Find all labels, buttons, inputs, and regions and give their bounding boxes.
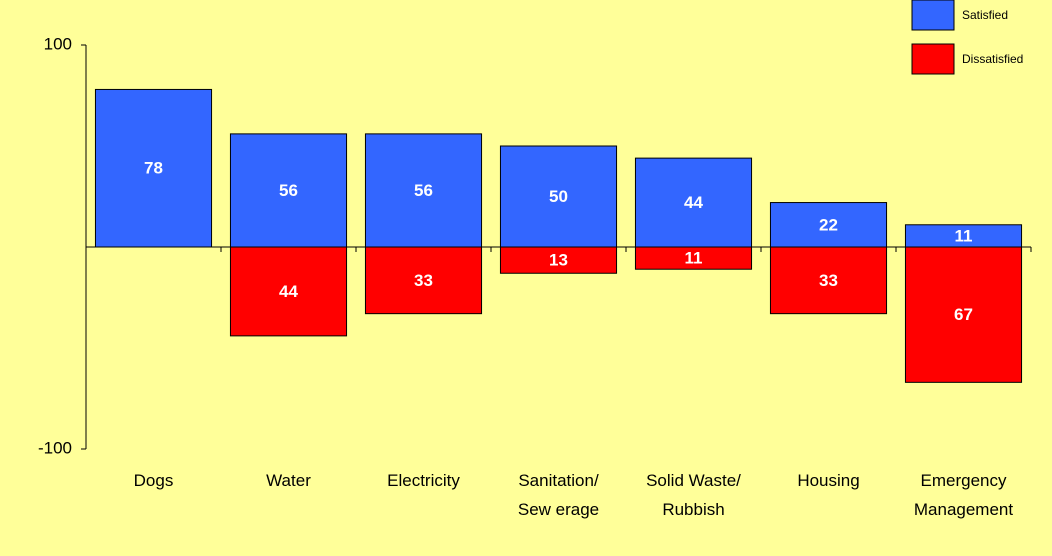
x-tick-label: Dogs bbox=[133, 471, 174, 490]
data-label: 33 bbox=[414, 271, 433, 290]
legend-swatch bbox=[911, 43, 955, 75]
data-label: 11 bbox=[955, 226, 973, 245]
bar bbox=[364, 133, 483, 248]
bar bbox=[229, 133, 348, 248]
data-label: 44 bbox=[684, 193, 703, 212]
x-tick-label: Housing bbox=[797, 471, 860, 490]
bar bbox=[769, 202, 888, 248]
data-label: 56 bbox=[279, 181, 298, 200]
data-label: 11 bbox=[685, 249, 703, 268]
bar bbox=[634, 157, 753, 248]
x-tick-label: Water bbox=[266, 471, 311, 490]
x-tick-label: Sanitation/ Sew erage bbox=[517, 471, 600, 519]
data-label: 33 bbox=[819, 271, 838, 290]
bar bbox=[499, 145, 618, 248]
x-tick-label: Emergency Management bbox=[913, 471, 1014, 519]
x-tick-label: Solid Waste/ Rubbish bbox=[646, 471, 741, 519]
bar bbox=[904, 246, 1023, 383]
bar bbox=[499, 246, 618, 274]
y-tick-label: 100 bbox=[44, 34, 72, 53]
data-label: 22 bbox=[819, 215, 838, 234]
y-tick-label: -100 bbox=[38, 438, 72, 457]
bar bbox=[364, 246, 483, 315]
legend-swatch bbox=[911, 0, 955, 31]
data-label: 44 bbox=[279, 282, 298, 301]
data-label: 13 bbox=[549, 251, 568, 270]
data-label: 56 bbox=[414, 181, 433, 200]
data-label: 50 bbox=[549, 187, 568, 206]
x-tick-label: Electricity bbox=[387, 471, 460, 490]
bar bbox=[94, 88, 213, 248]
bar bbox=[769, 246, 888, 315]
data-label: 67 bbox=[954, 305, 973, 324]
data-label: 78 bbox=[144, 159, 163, 178]
bar bbox=[229, 246, 348, 337]
legend-label: Satisfied bbox=[962, 8, 1008, 22]
bar bbox=[634, 246, 753, 270]
legend-label: Dissatisfied bbox=[962, 52, 1023, 66]
